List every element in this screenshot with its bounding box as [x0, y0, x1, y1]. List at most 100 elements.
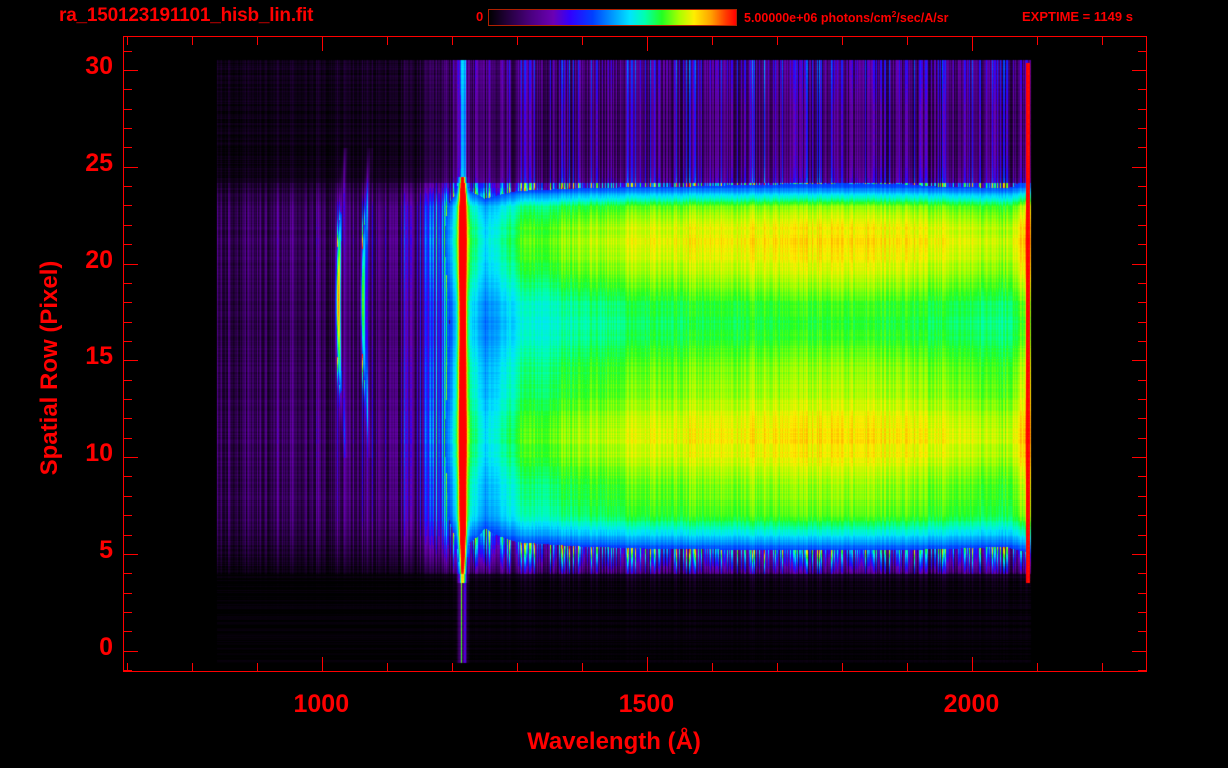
tick-mark — [124, 573, 132, 575]
tick-mark — [124, 50, 132, 52]
tick-mark — [124, 495, 132, 497]
tick-mark — [1138, 224, 1146, 226]
tick-mark — [124, 631, 132, 633]
tick-mark — [192, 663, 194, 671]
tick-mark — [1138, 379, 1146, 381]
tick-mark — [124, 108, 132, 110]
tick-mark — [842, 663, 844, 671]
tick-mark — [124, 244, 132, 246]
tick-mark — [124, 534, 132, 536]
y-tick-label-text: 20 — [85, 245, 113, 274]
colorbar-max-label: 5.00000e+06 photons/cm2/sec/A/sr — [744, 9, 949, 25]
tick-mark — [124, 282, 132, 284]
spectrogram-image — [124, 37, 1146, 671]
tick-mark — [124, 89, 132, 91]
tick-mark — [124, 205, 132, 207]
tick-mark — [1138, 612, 1146, 613]
tick-mark — [452, 37, 454, 45]
tick-mark — [124, 321, 132, 323]
tick-mark — [1138, 573, 1146, 575]
tick-mark — [1138, 476, 1146, 478]
x-axis-title: Wavelength (Å) — [527, 728, 701, 755]
tick-mark — [452, 663, 454, 671]
tick-mark — [517, 663, 519, 671]
tick-mark — [1138, 321, 1146, 323]
tick-mark — [1138, 89, 1146, 91]
colorbar-min-label: 0 — [476, 9, 484, 24]
x-tick-label: 1500 — [618, 690, 675, 718]
tick-mark — [124, 186, 132, 188]
tick-mark — [1138, 515, 1146, 517]
tick-mark — [124, 592, 132, 594]
tick-mark — [124, 476, 132, 478]
tick-mark — [124, 515, 132, 517]
tick-mark — [124, 263, 138, 265]
y-tick-label-text: 5 — [99, 535, 113, 564]
tick-mark — [517, 37, 519, 45]
tick-mark — [1037, 37, 1039, 45]
colorbar-max-value: 5.00000e+06 — [744, 11, 818, 26]
tick-mark — [387, 663, 389, 671]
tick-mark — [124, 166, 138, 168]
tick-mark — [907, 663, 909, 671]
tick-mark — [124, 650, 138, 652]
tick-mark — [257, 663, 259, 671]
tick-mark — [1132, 360, 1146, 362]
tick-mark — [1132, 69, 1146, 71]
tick-mark — [192, 37, 194, 45]
colorbar — [488, 9, 737, 26]
tick-mark — [777, 37, 779, 45]
x-tick-label: 2000 — [943, 690, 1000, 718]
plot-area — [124, 37, 1146, 671]
tick-mark — [124, 127, 132, 129]
tick-mark — [1138, 437, 1146, 439]
tick-mark — [322, 657, 324, 671]
colorbar-units-post: /sec/A/sr — [896, 11, 949, 26]
tick-mark — [124, 360, 138, 362]
y-tick-label-text: 15 — [85, 342, 113, 371]
tick-mark — [1132, 457, 1146, 459]
tick-mark — [972, 37, 974, 51]
tick-mark — [1138, 282, 1146, 284]
tick-mark — [1138, 399, 1146, 401]
tick-mark — [124, 69, 138, 71]
tick-mark — [1138, 418, 1146, 420]
colorbar-units-pre: photons/cm — [817, 11, 892, 26]
tick-mark — [1132, 263, 1146, 265]
tick-mark — [907, 37, 909, 45]
tick-mark — [124, 302, 132, 304]
tick-mark — [1138, 186, 1146, 188]
tick-mark — [1138, 108, 1146, 110]
tick-mark — [124, 379, 132, 381]
tick-mark — [712, 663, 714, 671]
tick-mark — [1138, 592, 1146, 594]
tick-mark — [1138, 127, 1146, 129]
tick-mark — [1138, 147, 1146, 149]
tick-mark — [1138, 534, 1146, 536]
tick-mark — [127, 663, 129, 671]
tick-mark — [124, 437, 132, 439]
tick-mark — [124, 457, 138, 459]
tick-mark — [1138, 340, 1146, 342]
tick-mark — [124, 224, 132, 226]
tick-mark — [124, 340, 132, 342]
tick-mark — [124, 147, 132, 149]
tick-mark — [647, 657, 649, 671]
y-tick-label-text: 30 — [85, 51, 113, 80]
y-axis-title: Spatial Row (Pixel) — [36, 260, 63, 476]
y-tick-label-text: 25 — [85, 148, 113, 177]
tick-mark — [842, 37, 844, 45]
tick-mark — [582, 37, 584, 45]
tick-mark — [647, 37, 649, 51]
tick-mark — [124, 670, 132, 672]
tick-mark — [777, 663, 779, 671]
file-title: ra_150123191101_hisb_lin.fit — [59, 5, 314, 26]
tick-mark — [387, 37, 389, 45]
tick-mark — [1138, 205, 1146, 207]
tick-mark — [257, 37, 259, 45]
tick-mark — [1132, 553, 1146, 555]
plot-frame — [123, 36, 1147, 672]
exposure-time-label: EXPTIME = 1149 s — [1022, 9, 1133, 24]
tick-mark — [1138, 631, 1146, 633]
